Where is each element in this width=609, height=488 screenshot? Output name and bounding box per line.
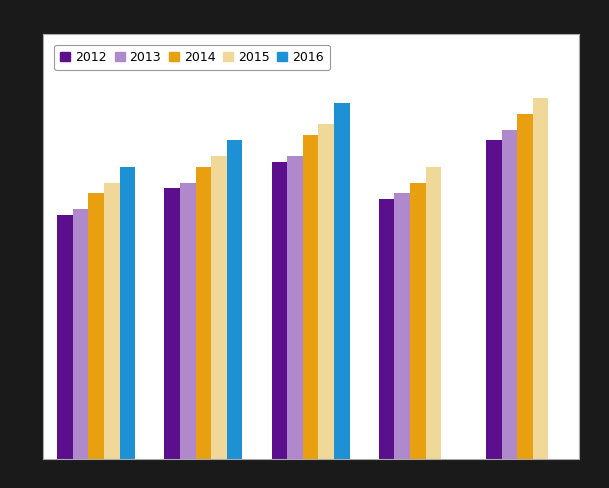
Bar xyxy=(119,167,135,459)
Bar xyxy=(395,193,410,459)
Bar xyxy=(502,130,517,459)
Bar xyxy=(379,199,395,459)
Bar xyxy=(486,140,502,459)
Bar xyxy=(426,167,441,459)
Legend: 2012, 2013, 2014, 2015, 2016: 2012, 2013, 2014, 2015, 2016 xyxy=(54,45,330,70)
Bar xyxy=(88,193,104,459)
Bar xyxy=(303,135,319,459)
Bar xyxy=(227,140,242,459)
Bar xyxy=(73,209,88,459)
Bar xyxy=(287,156,303,459)
Bar xyxy=(211,156,227,459)
Bar xyxy=(180,183,195,459)
Bar xyxy=(517,114,533,459)
Bar xyxy=(334,103,350,459)
Bar xyxy=(57,215,73,459)
Bar xyxy=(533,98,548,459)
Bar xyxy=(272,162,287,459)
Bar xyxy=(164,188,180,459)
Bar xyxy=(319,124,334,459)
Bar xyxy=(104,183,119,459)
Bar xyxy=(195,167,211,459)
Bar xyxy=(410,183,426,459)
